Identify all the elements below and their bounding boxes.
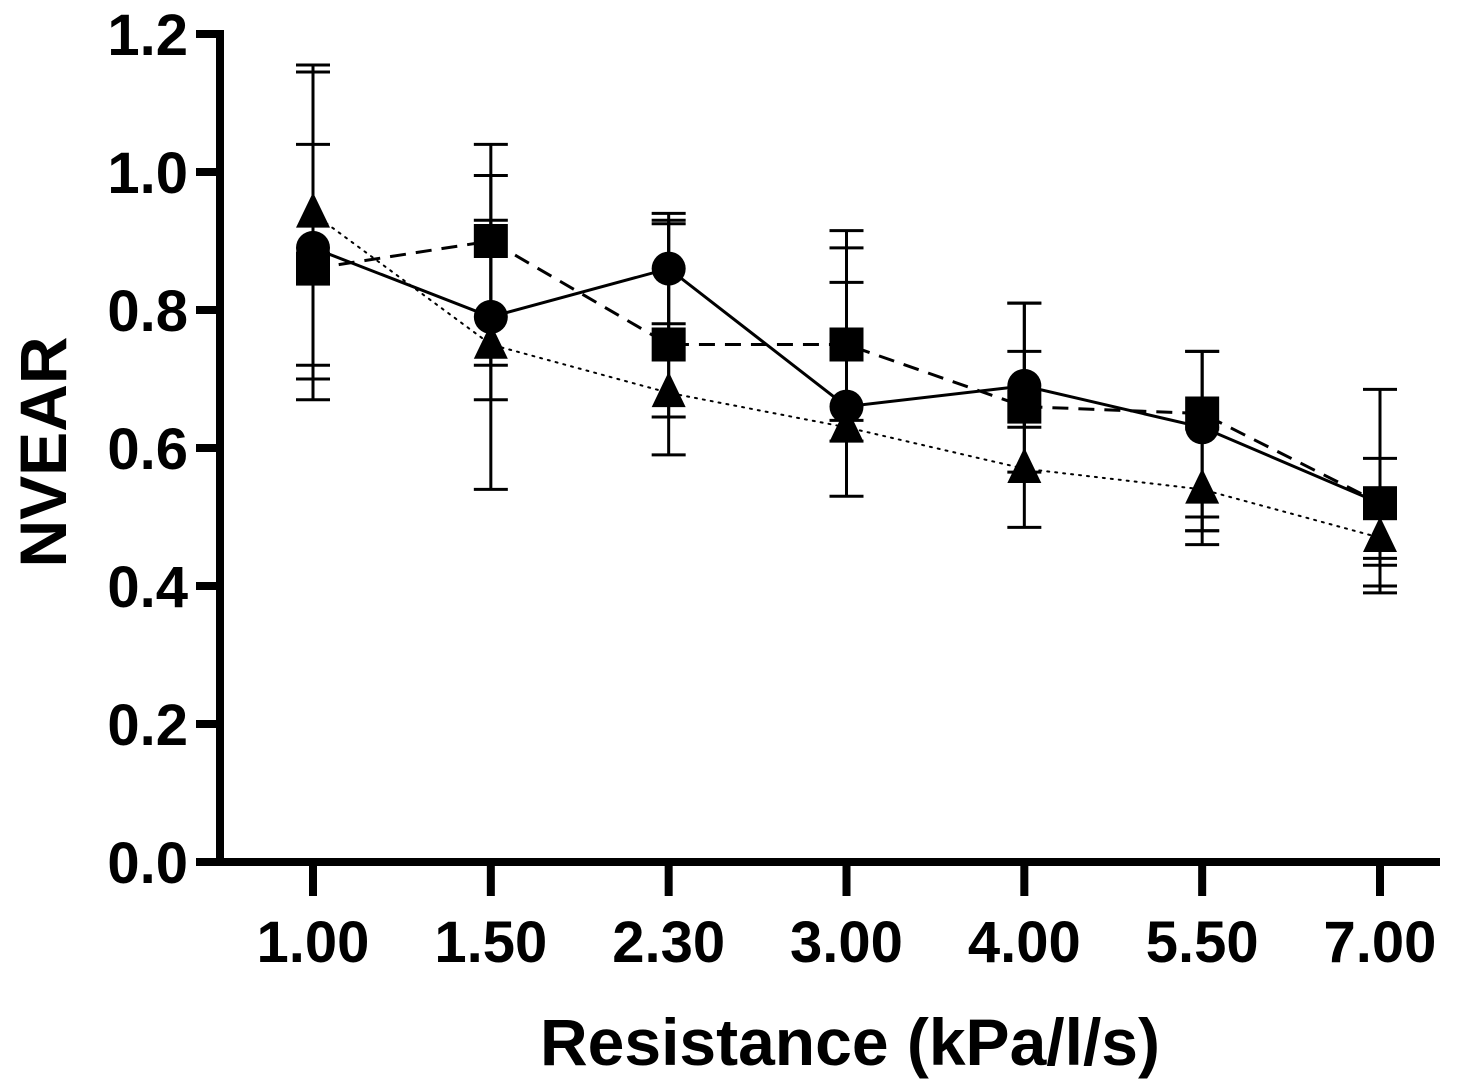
y-tick-label: 1.0 [107, 141, 188, 206]
axes-layer [216, 30, 1440, 866]
data-point-triangle [296, 192, 330, 228]
y-ticks: 0.0 0.2 0.4 0.6 0.8 1.0 1.2 [107, 3, 220, 896]
x-tick-label: 1.50 [434, 910, 547, 975]
x-axis-title: Resistance (kPa/l/s) [540, 1005, 1160, 1079]
y-tick-label: 0.8 [107, 279, 188, 344]
x-tick-label: 7.00 [1324, 910, 1437, 975]
data-point-triangle [651, 371, 686, 408]
y-tick-label: 0.0 [107, 831, 188, 896]
data-point-square [1363, 486, 1397, 521]
y-axis-title: NVEAR [6, 336, 80, 567]
x-tick-label: 1.00 [257, 910, 370, 975]
y-tick-label: 0.2 [107, 693, 188, 758]
series-layer [296, 63, 1397, 595]
data-point-triangle [1007, 447, 1042, 483]
y-tick-label: 0.4 [107, 555, 188, 620]
data-point-square [1185, 396, 1220, 431]
data-point-triangle [1185, 468, 1220, 504]
data-point-triangle [1363, 516, 1397, 552]
x-ticks: 1.00 1.50 2.30 3.00 4.00 5.50 7.00 [257, 862, 1437, 975]
y-tick-label: 1.2 [107, 3, 188, 68]
x-tick-label: 4.00 [968, 910, 1081, 975]
data-point-triangle [829, 406, 864, 442]
data-point-triangle [473, 323, 508, 359]
x-tick-label: 2.30 [612, 910, 725, 975]
y-tick-label: 0.6 [107, 417, 188, 482]
series-triangle [296, 142, 1397, 567]
x-tick-label: 3.00 [790, 910, 903, 975]
x-tick-label: 5.50 [1146, 910, 1259, 975]
